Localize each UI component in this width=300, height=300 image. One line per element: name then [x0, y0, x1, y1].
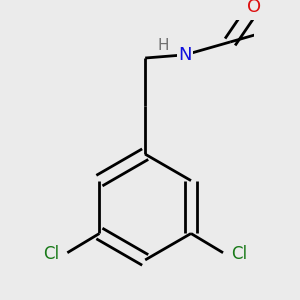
Text: Cl: Cl	[43, 245, 59, 263]
Text: Cl: Cl	[231, 245, 247, 263]
Text: O: O	[247, 0, 261, 16]
Text: N: N	[178, 46, 192, 64]
Text: H: H	[157, 38, 169, 53]
